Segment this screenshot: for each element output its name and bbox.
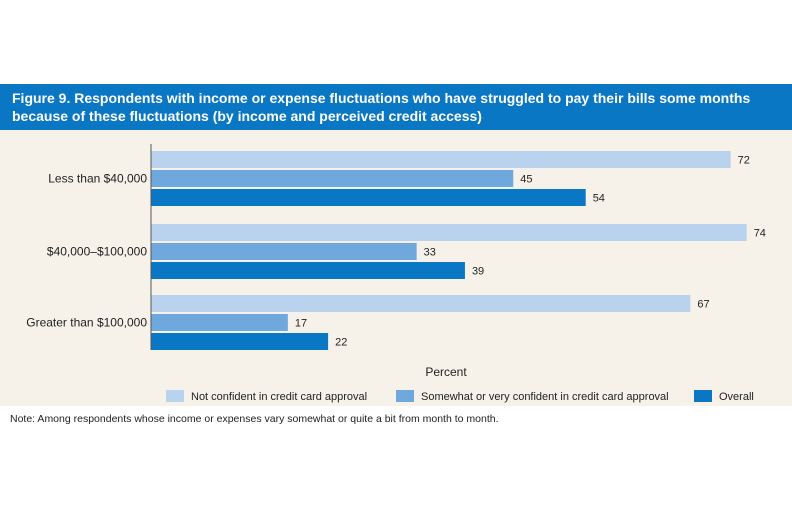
bar-3-3 bbox=[151, 333, 329, 350]
bar-1-2 bbox=[151, 170, 514, 187]
bar-2-2 bbox=[151, 243, 417, 260]
bar-value-label: 54 bbox=[593, 193, 605, 205]
bar-value-label: 17 bbox=[295, 318, 307, 330]
bar-value-label: 74 bbox=[754, 228, 766, 240]
bar-value-label: 45 bbox=[520, 174, 532, 186]
chart-area: 72 45 54 Less than $40,000 74 33 39 $40,000–$10… bbox=[0, 130, 792, 406]
legend-label: Somewhat or very confident in credit car… bbox=[421, 391, 669, 403]
figure: Figure 9. Respondents with income or exp… bbox=[0, 84, 792, 434]
legend-swatch bbox=[166, 390, 184, 402]
legend-swatch bbox=[694, 390, 712, 402]
bar-3-2 bbox=[151, 314, 288, 331]
bar-value-label: 39 bbox=[472, 266, 484, 278]
category-label: Greater than $100,000 bbox=[26, 316, 147, 330]
bar-value-label: 72 bbox=[738, 155, 750, 167]
bar-2-3 bbox=[151, 262, 465, 279]
legend-swatch bbox=[396, 390, 414, 402]
bar-3-1 bbox=[151, 295, 691, 312]
x-axis-title: Percent bbox=[425, 365, 467, 379]
legend-label: Overall bbox=[719, 391, 754, 403]
category-label: $40,000–$100,000 bbox=[47, 245, 147, 259]
figure-title: Figure 9. Respondents with income or exp… bbox=[0, 84, 792, 130]
bar-chart: 72 45 54 Less than $40,000 74 33 39 $40,000–$10… bbox=[26, 144, 766, 403]
bar-value-label: 67 bbox=[697, 299, 709, 311]
bar-2-1 bbox=[151, 224, 747, 241]
bar-value-label: 22 bbox=[335, 337, 347, 349]
category-label: Less than $40,000 bbox=[48, 172, 147, 186]
figure-note: Note: Among respondents whose income or … bbox=[10, 413, 499, 425]
bar-1-3 bbox=[151, 189, 586, 206]
bar-value-label: 33 bbox=[424, 247, 436, 259]
bar-1-1 bbox=[151, 151, 731, 168]
legend-label: Not confident in credit card approval bbox=[191, 391, 367, 403]
